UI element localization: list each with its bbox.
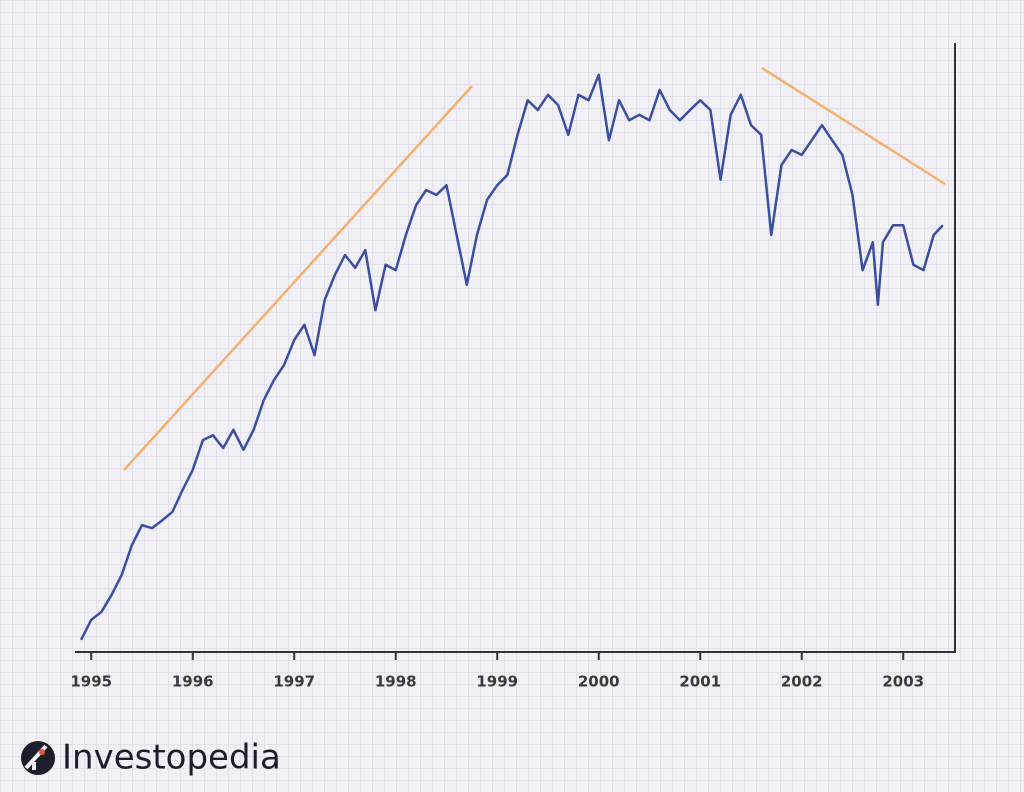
line-series: [79, 73, 944, 641]
x-tick-label: 1995: [70, 673, 112, 691]
x-tick-label: 1996: [172, 673, 214, 691]
x-tick-label: 2001: [679, 673, 721, 691]
trend-line-up: [123, 85, 473, 471]
trend-line-down: [761, 66, 946, 186]
logo: Investopedia: [21, 738, 281, 778]
x-tick-label: 2003: [882, 673, 924, 691]
logo-icon: [21, 741, 55, 775]
x-tick-label: 2000: [578, 673, 620, 691]
x-tick-label: 1999: [476, 673, 518, 691]
logo-dot: [39, 749, 45, 755]
x-tick-label: 1997: [273, 673, 315, 691]
x-tick-label: 2002: [781, 673, 823, 691]
brand: Investopedia: [62, 738, 281, 778]
x-tick-label: 1998: [375, 673, 417, 691]
